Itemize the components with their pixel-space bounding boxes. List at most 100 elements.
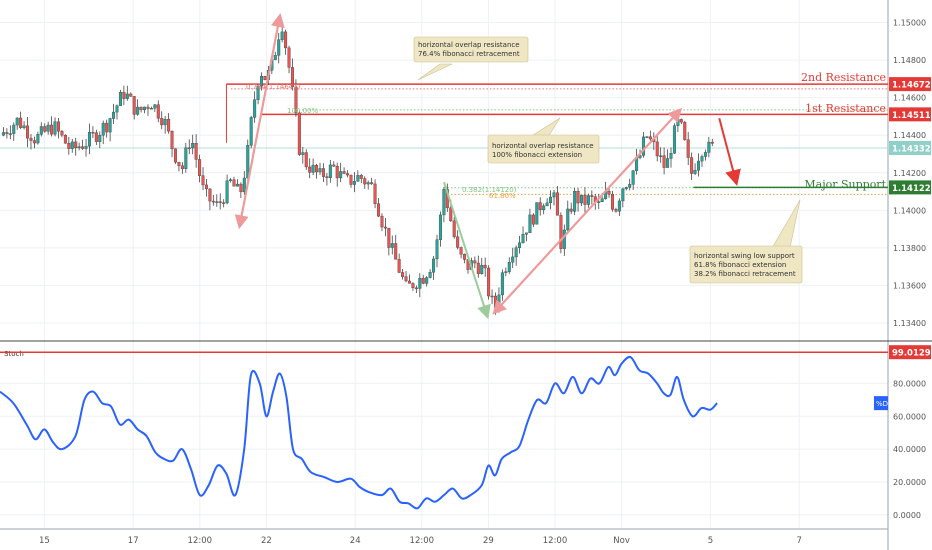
price-tick-label: 1.15000: [893, 19, 926, 28]
candle-body: [280, 31, 284, 40]
candle-body: [235, 183, 239, 187]
candle-body: [63, 134, 67, 144]
stoch-d-line: [0, 355, 718, 510]
time-axis[interactable]: 15 17 12:00 22 24 12:00 29 12:00 Nov 5 7: [39, 536, 802, 546]
candle-body: [325, 176, 329, 178]
candle-body: [655, 141, 659, 157]
candle-body: [710, 141, 714, 144]
candle-body: [160, 118, 164, 126]
candle-body: [411, 283, 415, 289]
price-pane[interactable]: [0, 12, 888, 320]
candle-body: [645, 136, 649, 138]
candle-body: [407, 280, 411, 284]
candle-body: [621, 188, 625, 202]
candle-body: [638, 155, 642, 159]
candle-body: [246, 145, 250, 179]
candle-body: [397, 259, 401, 273]
candle-body: [153, 104, 157, 109]
candle-body: [425, 277, 429, 284]
candle-body: [542, 205, 546, 211]
stoch-tick-label: 60.0000: [893, 412, 926, 421]
candle-body: [349, 174, 353, 185]
candle-body: [610, 194, 614, 210]
candle-body: [311, 164, 315, 173]
candle-body: [352, 181, 356, 185]
time-tick-label: 24: [350, 536, 361, 546]
candle-body: [143, 106, 147, 111]
candle-body: [666, 158, 670, 168]
candle-body: [342, 171, 346, 174]
candle-body: [697, 160, 701, 171]
candle-body: [693, 170, 697, 174]
candle-body: [507, 262, 511, 272]
candle-body: [74, 141, 78, 149]
candle-body: [118, 92, 122, 106]
candle-body: [438, 214, 442, 240]
candle-body: [98, 134, 102, 142]
candle-body: [101, 122, 105, 136]
annotation-note-middle[interactable]: horizontal overlap resistance 100% fibon…: [487, 117, 600, 164]
candle-body: [504, 271, 508, 273]
candle-body: [676, 119, 680, 126]
candle-body: [194, 143, 198, 160]
price-tick-label: 1.14400: [893, 131, 926, 140]
stoch-label: Stoch: [4, 350, 24, 358]
candle-body: [132, 96, 136, 115]
candle-body: [528, 214, 532, 234]
candle-body: [555, 192, 559, 216]
candle-body: [115, 105, 119, 113]
candle-body: [597, 201, 601, 203]
candle-body: [94, 132, 98, 142]
candle-body: [112, 111, 116, 119]
candle-body: [390, 243, 394, 248]
candle-body: [184, 147, 188, 169]
candle-body: [583, 194, 587, 205]
candle-body: [232, 179, 236, 187]
candle-body: [641, 136, 645, 156]
candle-body: [253, 99, 257, 118]
fib-extension-arrow: [443, 181, 491, 320]
annotation-bottom-line-1: horizontal swing low support: [694, 252, 795, 260]
candle-body: [500, 272, 504, 296]
candle-body: [387, 227, 391, 248]
candle-body: [19, 117, 23, 128]
grid-lines: [0, 0, 888, 528]
badge-current-price-text: 1.14332: [892, 144, 931, 154]
candle-body: [256, 85, 260, 100]
annotation-middle-line-2: 100% fibonacci extension: [492, 151, 582, 159]
stoch-axis[interactable]: 80.0000 60.0000 40.0000 20.0000 0.0000 99.012…: [0, 345, 931, 520]
candle-body: [211, 200, 215, 203]
price-badges: 1.14672 1.14511 1.14332 1.14122: [889, 77, 931, 195]
candle-body: [549, 196, 553, 204]
candle-body: [1, 132, 5, 136]
stoch-tick-label: 40.0000: [893, 445, 926, 454]
candle-body: [476, 262, 480, 274]
candle-body: [607, 190, 611, 195]
stoch-top-badge-text: 99.0129: [892, 349, 931, 359]
candle-body: [122, 92, 126, 99]
candle-body: [108, 118, 112, 133]
annotation-note-bottom[interactable]: horizontal swing low support 61.8% fibon…: [689, 199, 803, 284]
candle-body: [580, 194, 584, 204]
candle-body: [690, 157, 694, 174]
candle-body: [339, 171, 343, 179]
annotation-note-top[interactable]: horizontal overlap resistance 76.4% fibo…: [413, 36, 529, 81]
candle-body: [401, 272, 405, 277]
candle-body: [46, 124, 50, 132]
candle-body: [377, 203, 381, 217]
candle-body: [648, 136, 652, 140]
price-axis[interactable]: 1.15000 1.14800 1.14600 1.14400 1.14200 1.140…: [893, 19, 926, 328]
candle-body: [129, 93, 133, 97]
candle-body: [77, 146, 81, 149]
candle-body: [29, 137, 33, 141]
candle-body: [136, 106, 140, 115]
price-tick-label: 1.13800: [893, 244, 926, 253]
stoch-pane[interactable]: [0, 355, 718, 510]
candle-body: [12, 124, 16, 134]
candle-body: [614, 209, 618, 212]
time-tick-label: 7: [796, 536, 801, 546]
candle-body: [686, 139, 690, 158]
stoch-top-badge-box: [889, 345, 931, 360]
candle-body: [87, 132, 91, 147]
